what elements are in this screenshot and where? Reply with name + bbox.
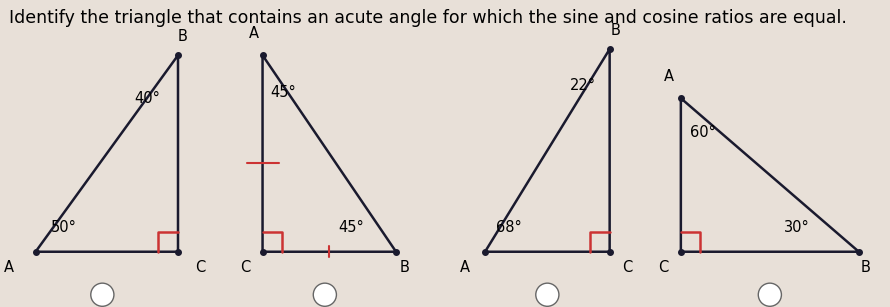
Text: Identify the triangle that contains an acute angle for which the sine and cosine: Identify the triangle that contains an a…: [9, 9, 846, 27]
Text: C: C: [195, 260, 206, 274]
Text: 30°: 30°: [784, 220, 809, 235]
Text: 60°: 60°: [690, 125, 716, 139]
Text: B: B: [860, 260, 870, 274]
Text: A: A: [459, 260, 470, 274]
Text: C: C: [239, 260, 250, 274]
Text: C: C: [658, 260, 668, 274]
Text: A: A: [664, 69, 675, 84]
Text: 40°: 40°: [134, 91, 160, 106]
Ellipse shape: [758, 283, 781, 306]
Text: A: A: [248, 26, 259, 41]
Text: A: A: [4, 260, 14, 274]
Ellipse shape: [91, 283, 114, 306]
Text: 45°: 45°: [271, 85, 295, 99]
Ellipse shape: [536, 283, 559, 306]
Text: B: B: [400, 260, 410, 274]
Text: B: B: [611, 23, 621, 38]
Text: C: C: [622, 260, 633, 274]
Text: B: B: [177, 29, 188, 44]
Ellipse shape: [313, 283, 336, 306]
Text: 68°: 68°: [497, 220, 522, 235]
Text: 45°: 45°: [339, 220, 364, 235]
Text: 50°: 50°: [51, 220, 77, 235]
Text: 22°: 22°: [570, 79, 596, 93]
